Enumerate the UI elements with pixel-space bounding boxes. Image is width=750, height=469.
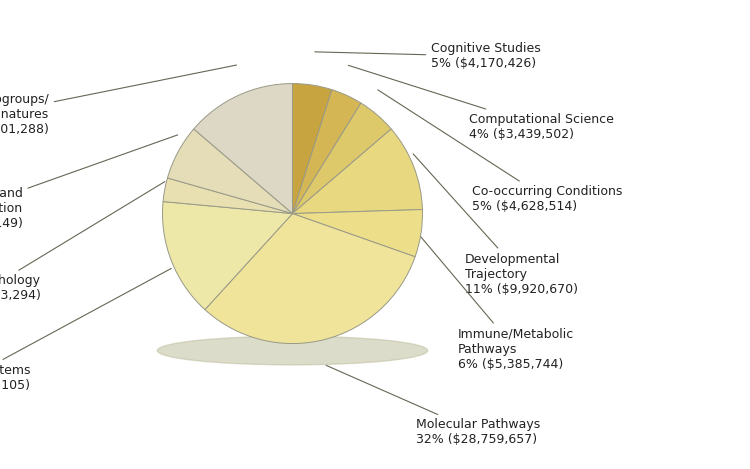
Wedge shape (163, 178, 292, 213)
Wedge shape (194, 83, 292, 213)
Wedge shape (292, 129, 422, 213)
Wedge shape (292, 90, 361, 213)
Text: Immune/Metabolic
Pathways
6% ($5,385,744): Immune/Metabolic Pathways 6% ($5,385,744… (420, 236, 574, 371)
Text: Developmental
Trajectory
11% ($9,920,670): Developmental Trajectory 11% ($9,920,670… (413, 154, 578, 296)
Wedge shape (167, 129, 292, 213)
Text: Subgroups/
Biosignatures
14% ($12,401,288): Subgroups/ Biosignatures 14% ($12,401,28… (0, 65, 236, 136)
Wedge shape (163, 202, 292, 310)
Wedge shape (205, 213, 415, 344)
Text: Co-occurring Conditions
5% ($4,628,514): Co-occurring Conditions 5% ($4,628,514) (378, 90, 622, 213)
Text: Molecular Pathways
32% ($28,759,657): Molecular Pathways 32% ($28,759,657) (326, 365, 541, 446)
Text: Sensory and
Motor Function
7% ($6,249,149): Sensory and Motor Function 7% ($6,249,14… (0, 135, 178, 230)
Text: Cognitive Studies
5% ($4,170,426): Cognitive Studies 5% ($4,170,426) (315, 42, 541, 70)
Text: Computational Science
4% ($3,439,502): Computational Science 4% ($3,439,502) (349, 65, 614, 141)
Wedge shape (292, 83, 332, 213)
Wedge shape (292, 103, 392, 213)
Text: Neural Systems
15% ($13,952,105): Neural Systems 15% ($13,952,105) (0, 268, 171, 392)
Text: Neuropathology
3% ($2,353,294): Neuropathology 3% ($2,353,294) (0, 182, 165, 303)
Ellipse shape (158, 336, 428, 365)
Wedge shape (292, 210, 422, 257)
